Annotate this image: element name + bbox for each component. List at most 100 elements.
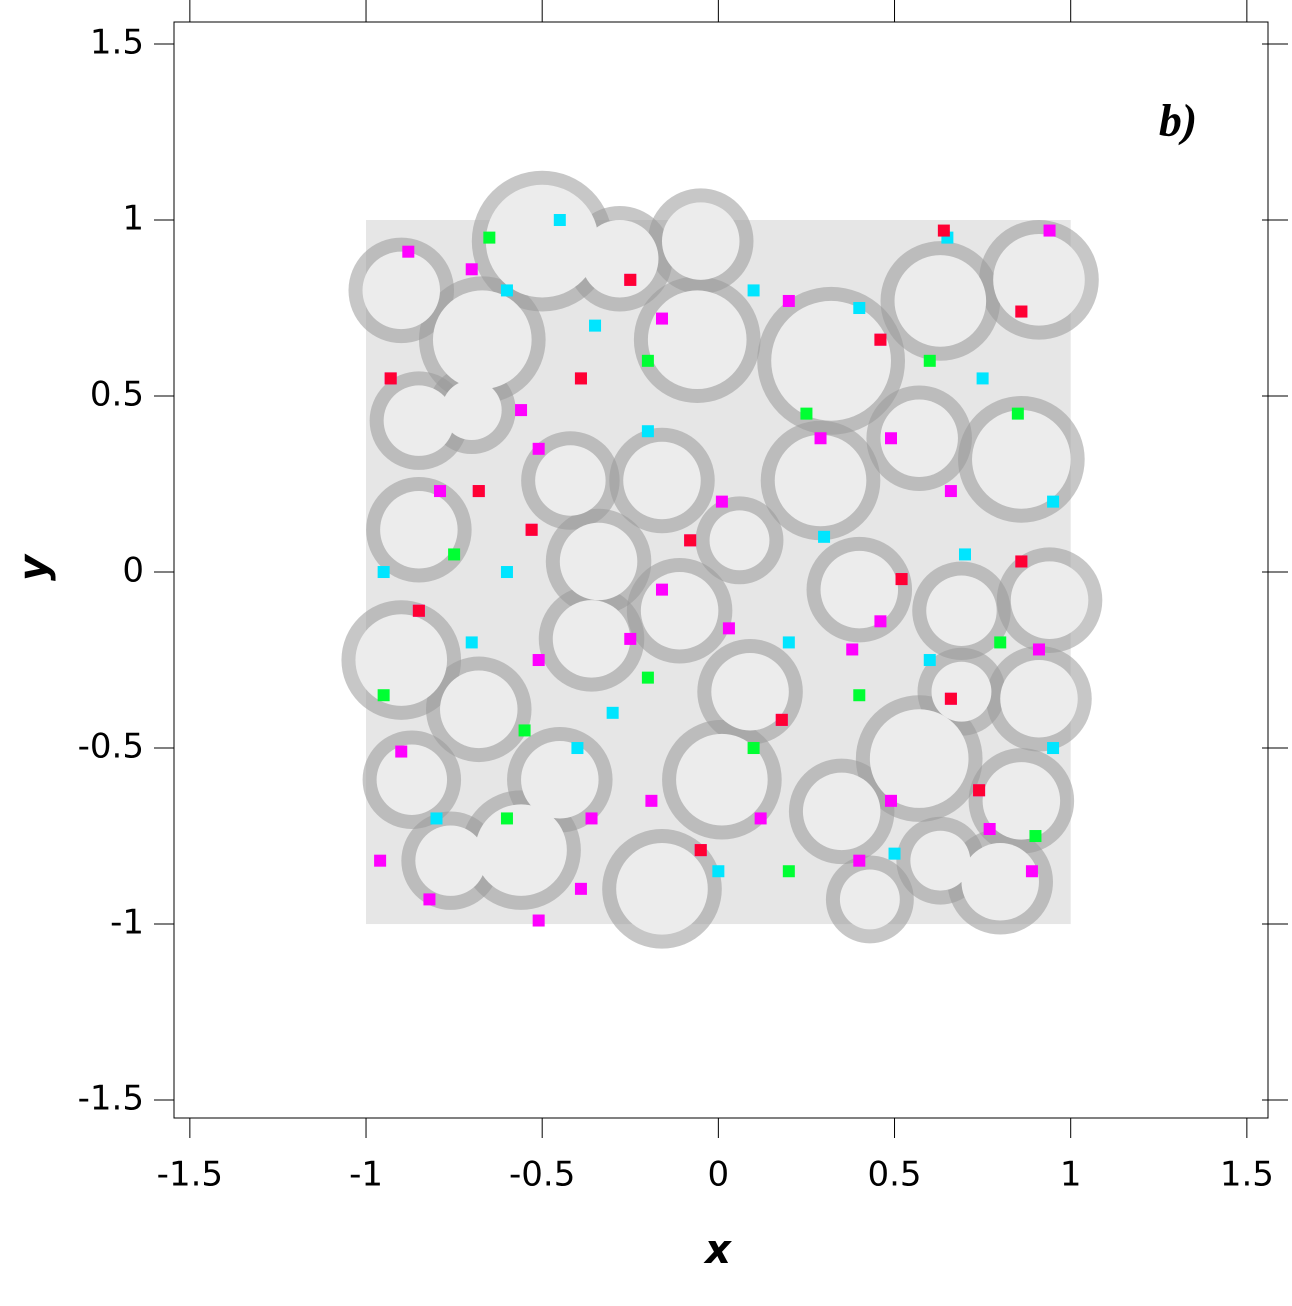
cell	[774, 434, 867, 527]
particle	[585, 812, 598, 825]
x-axis-label: x	[703, 1227, 732, 1273]
cell	[647, 290, 747, 390]
particle	[874, 333, 887, 346]
cell	[910, 830, 971, 891]
particle	[874, 615, 887, 628]
particle	[655, 312, 668, 325]
cell	[580, 219, 659, 298]
cell	[820, 550, 899, 629]
particle	[944, 692, 957, 705]
particle	[374, 854, 387, 867]
cell	[802, 772, 881, 851]
cell	[1000, 659, 1078, 738]
cell	[931, 661, 992, 722]
particle	[500, 284, 513, 297]
particle	[448, 548, 461, 561]
particle	[775, 713, 788, 726]
particle	[465, 263, 478, 276]
particle	[747, 742, 760, 755]
cell	[616, 843, 708, 935]
particle	[641, 425, 654, 438]
x-tick-label: 1.5	[1220, 1155, 1274, 1195]
particle	[715, 495, 728, 508]
particle	[1011, 407, 1024, 420]
particle	[782, 294, 795, 307]
cell	[355, 614, 448, 706]
particle	[694, 844, 707, 857]
particle	[1025, 865, 1038, 878]
cell	[661, 202, 740, 280]
cell	[972, 410, 1071, 509]
particle	[641, 354, 654, 367]
cell	[709, 510, 770, 571]
y-tick-label: 0	[122, 551, 144, 591]
particle	[500, 812, 513, 825]
particle	[532, 654, 545, 667]
particle	[754, 812, 767, 825]
x-tick-label: 0	[708, 1155, 730, 1195]
particle	[994, 636, 1007, 649]
particle	[1043, 224, 1056, 237]
particle	[853, 854, 866, 867]
particle	[641, 671, 654, 684]
cell	[552, 600, 631, 678]
particle	[624, 273, 637, 286]
y-tick-label: 1.5	[90, 23, 144, 63]
y-tick-label: 1	[122, 199, 144, 239]
particle	[377, 566, 390, 579]
x-tick-label: 1	[1060, 1155, 1082, 1195]
y-tick-label: -1	[110, 903, 144, 943]
particle	[430, 812, 443, 825]
cell	[380, 491, 458, 569]
y-tick-label: -1.5	[78, 1079, 144, 1119]
cell	[771, 300, 892, 421]
cell	[1010, 561, 1089, 639]
annotation: b)	[1159, 95, 1197, 146]
particle	[525, 523, 538, 536]
cell	[440, 670, 518, 749]
cell	[535, 445, 606, 516]
particle	[983, 822, 996, 835]
particle	[888, 847, 901, 860]
particle	[472, 485, 485, 498]
particle	[423, 893, 436, 906]
particle	[571, 742, 584, 755]
cell	[894, 255, 987, 347]
particle	[895, 573, 908, 586]
particle	[712, 865, 725, 878]
cell	[640, 571, 719, 650]
particle	[574, 882, 587, 895]
y-tick-label: -0.5	[78, 727, 144, 767]
x-tick-label: -1	[349, 1155, 383, 1195]
particle	[1047, 742, 1060, 755]
particle	[553, 214, 566, 227]
particle	[483, 231, 496, 244]
particle	[532, 442, 545, 455]
particle	[976, 372, 989, 385]
particle	[818, 530, 831, 543]
cell	[376, 744, 448, 815]
cell	[521, 740, 599, 819]
cell	[926, 575, 997, 646]
particle	[645, 794, 658, 807]
particle	[958, 548, 971, 561]
x-tick-label: 0.5	[867, 1155, 921, 1195]
particle	[885, 794, 898, 807]
particle	[814, 432, 827, 445]
particle	[782, 865, 795, 878]
y-axis-label: y	[11, 553, 57, 581]
particle	[747, 284, 760, 297]
x-tick-label: -0.5	[509, 1155, 575, 1195]
cell	[383, 385, 455, 456]
particle	[944, 485, 957, 498]
particle	[532, 914, 545, 927]
particle	[1015, 305, 1028, 318]
particle	[684, 534, 697, 547]
particle	[853, 689, 866, 702]
particle	[1029, 830, 1042, 843]
y-tick-label: 0.5	[90, 375, 144, 415]
cell	[982, 762, 1061, 840]
particle	[800, 407, 813, 420]
particle	[655, 583, 668, 596]
